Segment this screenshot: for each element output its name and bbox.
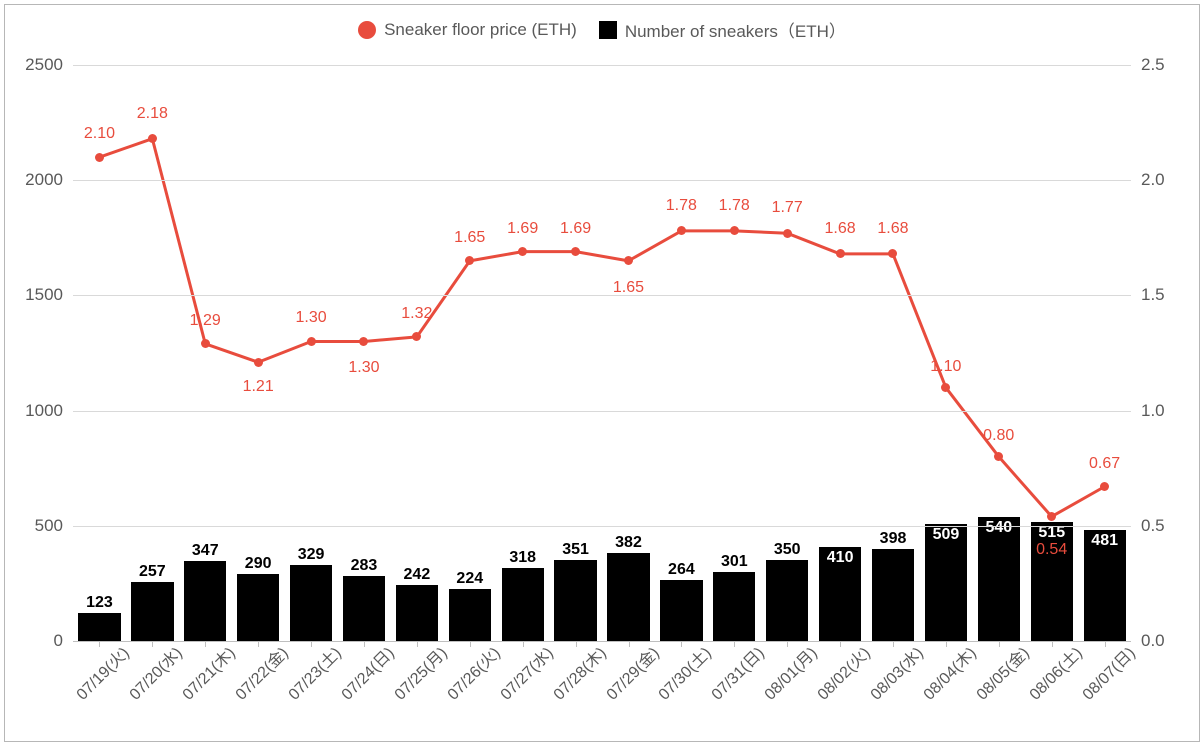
line-value-label: 1.32 [401,305,432,327]
gridline [73,641,1131,642]
x-label-slot: 07/28(木) [549,649,602,739]
x-label-slot: 07/19(火) [73,649,126,739]
line-marker [941,383,950,392]
line-value-label: 2.18 [137,105,168,127]
y-right-tick-label: 2.5 [1131,55,1191,75]
x-label-slot: 07/26(火) [443,649,496,739]
line-marker [1100,482,1109,491]
legend-marker-square [599,21,617,39]
y-left-tick-label: 1000 [13,401,73,421]
x-label-slot: 07/27(水) [496,649,549,739]
legend-label-line: Sneaker floor price (ETH) [384,20,577,40]
line-marker [1047,512,1056,521]
line-value-label: 1.78 [719,197,750,219]
x-label-slot: 07/25(月) [390,649,443,739]
line-marker [359,337,368,346]
y-left-tick-label: 2500 [13,55,73,75]
gridline [73,295,1131,296]
legend-marker-dot [358,21,376,39]
line-value-label: 1.30 [348,357,379,377]
line-marker [783,229,792,238]
y-right-tick-label: 0.0 [1131,631,1191,651]
line-value-label: 0.54 [1036,539,1067,559]
gridline [73,65,1131,66]
line-marker [307,337,316,346]
legend-label-bar: Number of sneakers（ETH） [625,17,846,42]
line-value-label: 1.65 [454,229,485,251]
line-value-label: 1.29 [190,312,221,334]
gridline [73,526,1131,527]
chart-container: Sneaker floor price (ETH) Number of snea… [4,4,1200,742]
gridline [73,180,1131,181]
line-labels-layer: 2.10 2.18 1.29 1.21 1.30 1.30 1.32 1.65 1.69 1.69… [73,65,1131,641]
legend-item-line: Sneaker floor price (ETH) [358,20,577,40]
line-marker [730,226,739,235]
line-marker [677,226,686,235]
x-label-slot: 08/06(土) [1025,649,1078,739]
line-marker [571,247,580,256]
x-label-slot: 07/24(日) [338,649,391,739]
line-value-label: 0.67 [1089,455,1120,477]
line-value-label: 1.78 [666,197,697,219]
y-right-tick-label: 0.5 [1131,516,1191,536]
legend: Sneaker floor price (ETH) Number of snea… [5,5,1199,52]
line-value-label: 1.69 [560,220,591,242]
line-marker [836,249,845,258]
x-label-slot: 07/23(土) [285,649,338,739]
line-marker [994,452,1003,461]
line-value-label: 1.21 [243,376,274,396]
line-marker [95,153,104,162]
y-left-tick-label: 0 [13,631,73,651]
x-label-slot: 07/20(水) [126,649,179,739]
line-marker [201,339,210,348]
line-marker [518,247,527,256]
line-value-label: 1.68 [824,220,855,242]
x-axis-labels: 07/19(火)07/20(水)07/21(木)07/22(金)07/23(土)… [73,641,1131,739]
x-label-slot: 08/01(月) [761,649,814,739]
y-left-tick-label: 2000 [13,170,73,190]
x-label-slot: 07/21(木) [179,649,232,739]
line-marker [148,134,157,143]
line-marker [412,332,421,341]
x-label-slot: 07/29(金) [602,649,655,739]
y-right-tick-label: 1.0 [1131,401,1191,421]
y-right-tick-label: 1.5 [1131,285,1191,305]
line-value-label: 2.10 [84,125,115,147]
line-value-label: 0.80 [983,427,1014,449]
line-value-label: 1.69 [507,220,538,242]
y-right-tick-label: 2.0 [1131,170,1191,190]
gridline [73,411,1131,412]
x-label-slot: 08/03(水) [867,649,920,739]
x-label-slot: 07/31(日) [708,649,761,739]
plot-area: 1232573472903292832422243183513822643013… [73,65,1131,641]
line-value-label: 1.68 [877,220,908,242]
line-marker [624,256,633,265]
x-label-slot: 07/22(金) [232,649,285,739]
line-value-label: 1.65 [613,277,644,297]
line-value-label: 1.77 [772,199,803,221]
x-label-slot: 07/30(土) [655,649,708,739]
line-value-label: 1.10 [930,358,961,380]
y-left-tick-label: 1500 [13,285,73,305]
y-left-tick-label: 500 [13,516,73,536]
x-label-slot: 08/04(木) [920,649,973,739]
line-marker [465,256,474,265]
x-label-slot: 08/02(火) [814,649,867,739]
x-label-slot: 08/05(金) [972,649,1025,739]
line-value-label: 1.30 [295,309,326,331]
line-marker [254,358,263,367]
legend-item-bar: Number of sneakers（ETH） [599,17,846,42]
x-label-slot: 08/07(日) [1078,649,1131,739]
line-marker [888,249,897,258]
